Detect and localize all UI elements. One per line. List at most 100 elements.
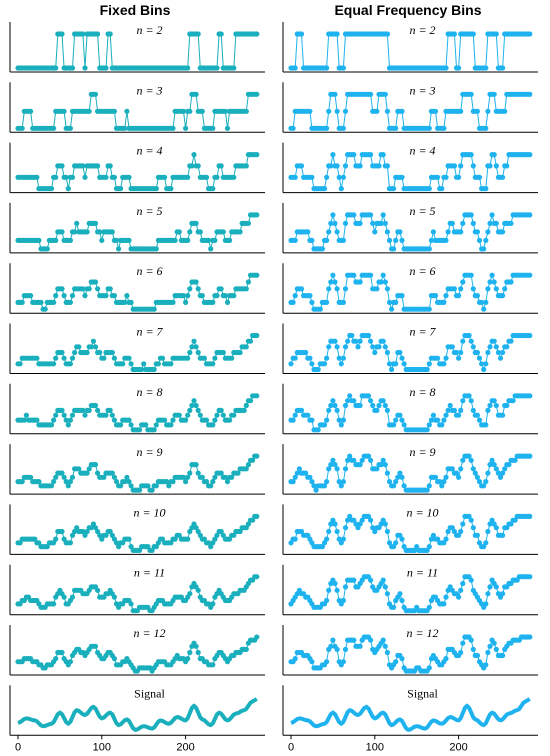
panel-label: n = 4 <box>136 144 162 158</box>
data-point <box>474 412 480 418</box>
data-point <box>449 466 455 472</box>
data-point <box>309 174 315 180</box>
data-point <box>334 108 340 114</box>
data-point <box>53 293 59 299</box>
data-point <box>254 212 260 218</box>
data-point <box>332 91 338 97</box>
panel-label: n = 11 <box>134 566 165 580</box>
data-point <box>109 229 115 235</box>
data-point <box>92 91 99 97</box>
data-point <box>347 453 353 459</box>
data-point <box>243 466 249 472</box>
data-point <box>170 125 176 131</box>
data-point <box>109 532 115 538</box>
data-point <box>170 479 176 485</box>
data-point <box>368 577 374 583</box>
data-point <box>493 286 499 292</box>
data-point <box>298 31 305 37</box>
data-point <box>430 532 436 538</box>
data-point <box>426 306 432 312</box>
data-point <box>220 412 226 418</box>
data-point <box>218 163 224 169</box>
data-point <box>332 279 338 285</box>
data-point <box>336 417 342 423</box>
data-point <box>483 540 489 546</box>
data-point <box>468 517 474 523</box>
data-point <box>193 402 199 409</box>
quantized-line <box>18 33 257 69</box>
data-point <box>254 453 260 459</box>
data-point <box>326 528 332 535</box>
data-point <box>51 417 57 423</box>
data-point <box>103 65 109 71</box>
data-point <box>332 338 338 344</box>
data-point <box>218 31 224 37</box>
data-point <box>426 483 432 489</box>
data-point <box>466 513 472 520</box>
data-point <box>82 293 88 299</box>
data-point <box>508 521 514 527</box>
data-point <box>183 125 189 131</box>
data-point <box>63 417 69 423</box>
data-point <box>443 412 449 418</box>
data-point <box>328 521 334 527</box>
data-point <box>324 65 330 71</box>
data-point <box>28 293 34 299</box>
data-point <box>296 466 302 472</box>
data-point <box>193 220 199 226</box>
data-point <box>185 474 191 480</box>
data-point <box>340 417 346 423</box>
data-point <box>183 299 189 305</box>
data-point <box>90 338 96 344</box>
data-point <box>476 174 483 180</box>
data-point <box>466 393 472 399</box>
data-point <box>126 417 132 423</box>
data-point <box>458 466 464 472</box>
data-point <box>51 601 57 607</box>
data-point <box>67 361 73 367</box>
data-point <box>321 422 328 428</box>
data-point <box>500 532 506 538</box>
data-point <box>139 366 145 373</box>
data-point <box>195 163 201 169</box>
data-point <box>527 152 533 158</box>
data-point <box>502 286 508 292</box>
data-point <box>107 528 113 535</box>
data-point <box>340 355 346 361</box>
data-point <box>332 580 338 587</box>
data-point <box>393 299 399 305</box>
data-point <box>143 422 149 428</box>
data-point <box>128 483 134 489</box>
data-point <box>393 237 399 243</box>
data-point <box>109 412 115 418</box>
data-point <box>334 587 340 593</box>
data-point <box>389 366 395 373</box>
data-point <box>195 649 201 656</box>
data-point <box>151 427 157 433</box>
data-point <box>500 229 506 235</box>
data-point <box>80 407 86 413</box>
data-point <box>111 293 117 299</box>
data-point <box>324 536 330 542</box>
data-point <box>412 547 418 554</box>
data-point <box>292 65 298 71</box>
data-point <box>357 163 363 169</box>
data-point <box>470 466 476 472</box>
data-point <box>437 479 443 485</box>
panel-label: n = 5 <box>136 204 162 218</box>
data-point <box>97 532 103 538</box>
data-point <box>397 591 403 597</box>
x-tick-label: 0 <box>288 741 294 753</box>
data-point <box>214 293 220 299</box>
data-point <box>324 597 330 604</box>
data-point <box>332 220 338 226</box>
data-point <box>199 108 205 114</box>
data-point <box>187 229 193 235</box>
data-point <box>351 398 357 404</box>
data-point <box>243 163 249 169</box>
data-point <box>84 470 90 476</box>
data-point <box>432 108 439 114</box>
data-point <box>426 604 432 610</box>
data-point <box>193 643 199 649</box>
data-point <box>193 279 199 285</box>
